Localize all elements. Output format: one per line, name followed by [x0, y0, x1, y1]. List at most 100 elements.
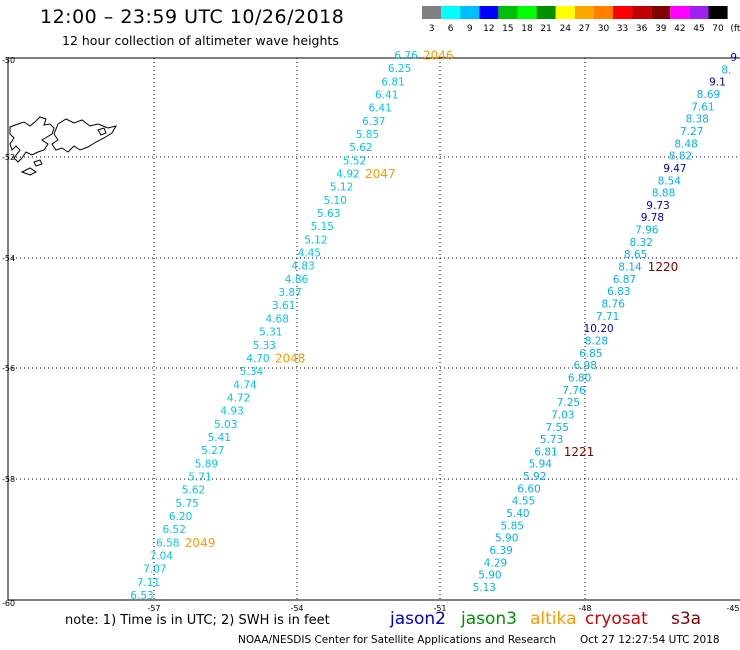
colorbar-swatch	[517, 6, 537, 19]
wave-height-value: 6.41	[369, 103, 392, 115]
wave-height-value: 4.55	[512, 496, 535, 508]
wave-height-value: 9.73	[646, 200, 669, 212]
colorbar-swatch	[498, 6, 518, 19]
wave-height-value: 5.15	[311, 221, 334, 233]
wave-height-value: 5.41	[208, 432, 231, 444]
colorbar-label: 6	[448, 24, 454, 34]
wave-height-value: 6.41	[375, 90, 398, 102]
wave-height-value: 7.03	[551, 409, 574, 421]
colorbar-swatch	[422, 6, 442, 19]
wave-height-value: 7.11	[137, 577, 160, 589]
wave-height-value: 5.31	[259, 327, 282, 339]
colorbar-swatch	[632, 6, 652, 19]
map-frame	[7, 57, 740, 601]
wave-height-value: 4.92	[336, 169, 359, 181]
wave-height-value: 5.94	[529, 459, 553, 471]
wave-height-value: 5.63	[317, 208, 340, 220]
colorbar-label: 27	[579, 24, 590, 34]
wave-height-value: 4.72	[227, 392, 250, 404]
footnote: note: 1) Time is in UTC; 2) SWH is in fe…	[65, 613, 330, 628]
colorbar-label: 39	[655, 24, 667, 34]
wave-height-value: 7.55	[546, 422, 569, 434]
pass-time-label: 2049	[185, 536, 216, 550]
wave-height-value: 4.93	[220, 406, 243, 418]
wave-height-value: 5.73	[540, 434, 563, 446]
colorbar-swatch	[479, 6, 499, 19]
wave-height-value: 6.81	[381, 76, 404, 88]
wave-height-value: 7.27	[680, 126, 703, 138]
wave-height-value: 6.37	[362, 116, 385, 128]
altimeter-track-b: 98.9.18.697.618.387.278.488.829.478.548.…	[473, 52, 737, 594]
wave-height-value: 7.04	[150, 551, 174, 563]
latitude-tick-label: -56	[2, 364, 15, 373]
wave-height-value: 6.60	[517, 483, 540, 495]
colorbar-label: 24	[560, 24, 572, 34]
wave-height-value: 4.74	[233, 379, 257, 391]
colorbar-swatch	[574, 6, 594, 19]
colorbar-label: 18	[521, 24, 533, 34]
wave-height-value: 4.70	[246, 353, 269, 365]
wave-height-value: 5.90	[495, 533, 518, 545]
wave-height-value: 5.33	[253, 340, 276, 352]
colorbar-label: 70	[712, 24, 724, 34]
wave-height-value: 8.54	[658, 175, 682, 187]
wave-height-value: 6.20	[169, 511, 192, 523]
wave-height-value: 10.20	[584, 323, 614, 335]
colorbar-label: 3	[429, 24, 435, 34]
wave-height-value: 5.71	[188, 472, 211, 484]
colorbar-swatch	[536, 6, 556, 19]
wave-height-value: 4.45	[298, 248, 321, 260]
colorbar-swatch	[651, 6, 671, 19]
colorbar-swatch	[441, 6, 461, 19]
colorbar-swatch	[670, 6, 690, 19]
colorbar-label: 9	[467, 24, 473, 34]
wave-height-value: 5.75	[175, 498, 198, 510]
wave-height-value: 6.52	[163, 524, 186, 536]
wave-height-value: 6.53	[130, 590, 153, 602]
wave-height-value: 3.87	[278, 287, 301, 299]
generated-timestamp: Oct 27 12:27:54 UTC 2018	[580, 634, 720, 646]
wave-height-value: 6.87	[613, 274, 636, 286]
wave-height-value: 6.83	[607, 286, 630, 298]
wave-height-value: 5.89	[195, 458, 218, 470]
wave-height-value: 6.85	[579, 348, 602, 360]
latitude-tick-label: -50	[2, 56, 15, 65]
wave-height-value: 8.28	[585, 336, 608, 348]
credit-line: NOAA/NESDIS Center for Satellite Applica…	[238, 634, 556, 646]
colorbar-label: (ft)	[730, 24, 740, 34]
wave-height-value: 8.82	[669, 151, 692, 163]
wave-height-value: 7.25	[557, 397, 580, 409]
wave-height-value: 4.86	[285, 274, 309, 286]
wave-height-value: 6.25	[388, 63, 411, 75]
pass-time-label: 1221	[564, 445, 595, 459]
longitude-tick-label: -45	[726, 604, 739, 613]
pass-time-label: 2048	[275, 351, 306, 365]
wave-height-value: 5.85	[501, 520, 524, 532]
wave-height-value: 5.90	[478, 570, 501, 582]
colorbar-swatch	[593, 6, 613, 19]
pass-time-label: 2046	[423, 49, 454, 63]
satellite-legend-jason2: jason2	[390, 609, 446, 629]
wave-height-value: 7.96	[635, 225, 659, 237]
colorbar-swatch	[689, 6, 709, 19]
wave-height-value: 5.12	[304, 234, 327, 246]
wave-height-value: 8.69	[697, 89, 720, 101]
wave-height-value: 4.68	[266, 313, 289, 325]
wave-height-value: 7.71	[596, 311, 619, 323]
wave-height-value: 8.48	[674, 138, 697, 150]
pass-time-label: 2047	[365, 167, 396, 181]
wave-height-value: 5.03	[214, 419, 237, 431]
satellite-legend-jason3: jason3	[461, 609, 517, 629]
colorbar-label: 12	[483, 24, 494, 34]
wave-height-value: 6.76	[394, 50, 418, 62]
wave-height-value: 8.32	[630, 237, 653, 249]
altimeter-track-a: 6.766.256.816.416.416.375.855.625.524.92…	[130, 49, 453, 603]
colorbar-swatch	[708, 6, 728, 19]
satellite-legend-s3a: s3a	[671, 609, 702, 629]
latitude-tick-label: -54	[2, 254, 15, 263]
wave-height-value: 7.61	[691, 101, 714, 113]
wave-height-value: 9.1	[709, 77, 726, 89]
longitude-tick-label: -57	[147, 604, 160, 613]
wave-height-value: 5.52	[343, 155, 366, 167]
axis-tick-labels: -57 -54 -51 -48 -45 -50 -52 -54 -56 -58 -60	[2, 56, 740, 613]
